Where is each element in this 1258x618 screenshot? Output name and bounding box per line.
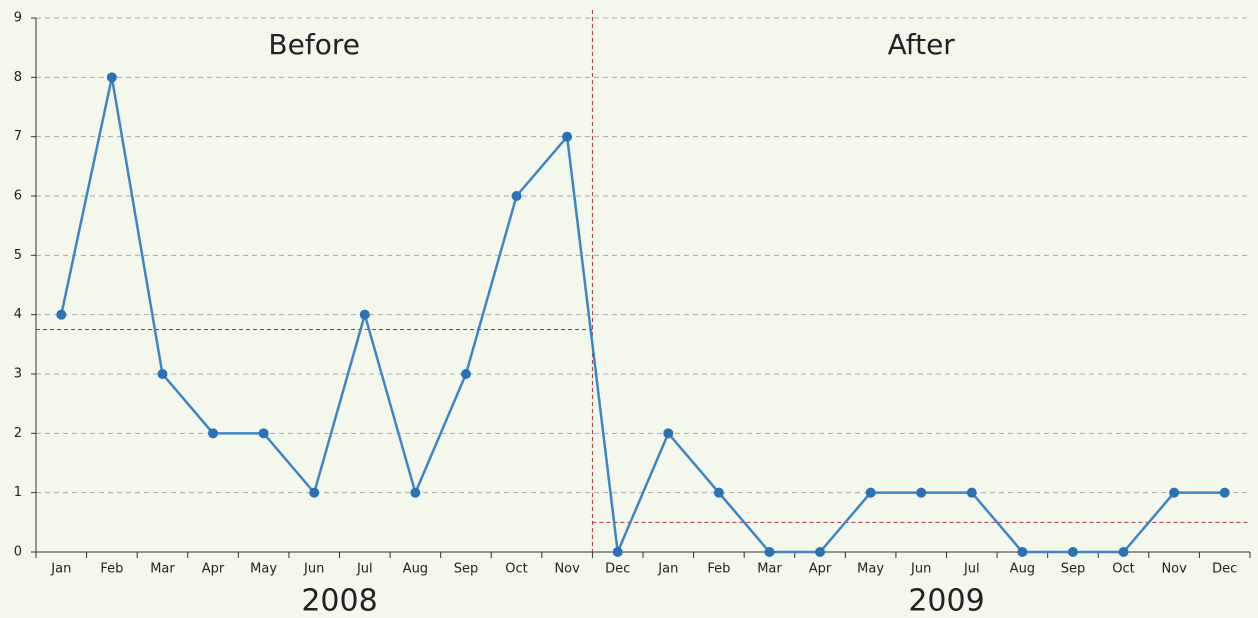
year-label: 2008 <box>301 584 377 618</box>
x-tick-label: Aug <box>1010 562 1035 577</box>
phase-label: After <box>888 28 956 61</box>
point <box>663 428 674 439</box>
point <box>258 428 269 439</box>
point <box>1017 547 1028 557</box>
point <box>460 369 471 379</box>
x-tick-label: Feb <box>100 562 123 577</box>
x-tick-label: Dec <box>605 562 630 577</box>
x-tick-label: Apr <box>202 562 225 577</box>
point <box>865 487 876 498</box>
y-tick-label: 3 <box>14 367 22 382</box>
year-label: 2009 <box>908 584 984 618</box>
x-tick-label: Feb <box>707 562 730 577</box>
point <box>106 72 117 83</box>
x-tick-label: Aug <box>403 562 428 577</box>
y-tick-label: 7 <box>14 129 22 144</box>
x-tick-label: Sep <box>1061 562 1086 577</box>
y-tick-label: 6 <box>14 189 22 204</box>
x-tick-label: May <box>857 562 884 577</box>
x-tick-label: Jul <box>963 562 980 577</box>
point <box>916 487 927 498</box>
point <box>359 309 370 320</box>
point <box>410 487 421 498</box>
y-tick-label: 9 <box>14 11 22 26</box>
x-tick-label: Oct <box>505 562 527 577</box>
point <box>815 547 826 557</box>
x-tick-label: May <box>250 562 277 577</box>
y-tick-label: 5 <box>14 248 22 263</box>
point <box>511 191 522 201</box>
point <box>562 131 573 142</box>
phase-label: Before <box>268 28 360 61</box>
x-tick-label: Sep <box>454 562 479 577</box>
point <box>309 487 320 498</box>
x-tick-label: Dec <box>1212 562 1237 577</box>
x-tick-label: Jun <box>910 562 931 577</box>
x-tick-label: Apr <box>809 562 832 577</box>
point <box>1067 547 1078 557</box>
y-tick-label: 2 <box>14 426 22 441</box>
point <box>208 428 219 439</box>
point <box>1219 487 1230 498</box>
x-tick-label: Jan <box>657 562 678 577</box>
x-tick-label: Mar <box>757 562 782 577</box>
point <box>764 547 775 557</box>
x-tick-label: Nov <box>554 562 580 577</box>
point <box>56 309 67 320</box>
y-tick-label: 1 <box>14 485 22 500</box>
x-tick-label: Jan <box>50 562 71 577</box>
x-tick-label: Nov <box>1161 562 1187 577</box>
point <box>1118 547 1129 557</box>
y-tick-label: 4 <box>14 307 22 322</box>
x-tick-label: Jun <box>303 562 324 577</box>
point <box>1169 487 1180 498</box>
point <box>713 487 724 498</box>
point <box>612 547 623 557</box>
x-tick-label: Oct <box>1112 562 1134 577</box>
x-tick-label: Jul <box>356 562 373 577</box>
point <box>157 369 168 379</box>
y-tick-label: 0 <box>14 545 22 560</box>
x-tick-label: Mar <box>150 562 175 577</box>
series-line <box>60 77 1225 557</box>
y-tick-label: 8 <box>14 70 22 85</box>
point <box>966 487 977 498</box>
